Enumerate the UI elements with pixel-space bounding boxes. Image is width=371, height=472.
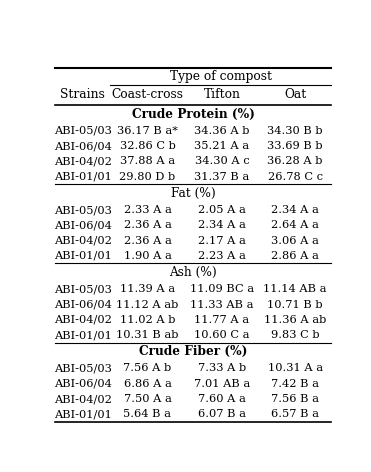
Text: 6.57 B a: 6.57 B a [271,409,319,419]
Text: 32.86 C b: 32.86 C b [119,141,175,151]
Text: 5.64 B a: 5.64 B a [124,409,171,419]
Text: 11.36 A ab: 11.36 A ab [264,315,326,325]
Text: 6.07 B a: 6.07 B a [198,409,246,419]
Text: ABI-01/01: ABI-01/01 [54,409,112,419]
Text: 11.12 A ab: 11.12 A ab [116,300,179,310]
Text: ABI-04/02: ABI-04/02 [54,236,112,245]
Text: 37.88 A a: 37.88 A a [120,156,175,166]
Text: 2.17 A a: 2.17 A a [198,236,246,245]
Text: 11.09 BC a: 11.09 BC a [190,284,254,294]
Text: 36.17 B a*: 36.17 B a* [117,126,178,136]
Text: ABI-01/01: ABI-01/01 [54,330,112,340]
Text: 31.37 B a: 31.37 B a [194,172,250,182]
Text: 33.69 B b: 33.69 B b [267,141,323,151]
Text: ABI-06/04: ABI-06/04 [54,220,112,230]
Text: ABI-04/02: ABI-04/02 [54,394,112,404]
Text: 7.33 A b: 7.33 A b [198,363,246,373]
Text: ABI-06/04: ABI-06/04 [54,300,112,310]
Text: 29.80 D b: 29.80 D b [119,172,175,182]
Text: Ash (%): Ash (%) [169,266,217,279]
Text: 34.30 A c: 34.30 A c [195,156,249,166]
Text: ABI-05/03: ABI-05/03 [54,126,112,136]
Text: 11.77 A a: 11.77 A a [194,315,250,325]
Text: 9.83 C b: 9.83 C b [271,330,319,340]
Text: Crude Protein (%): Crude Protein (%) [132,108,255,120]
Text: 34.30 B b: 34.30 B b [267,126,323,136]
Text: ABI-05/03: ABI-05/03 [54,363,112,373]
Text: 7.50 A a: 7.50 A a [124,394,171,404]
Text: 10.31 A a: 10.31 A a [267,363,323,373]
Text: 2.34 A a: 2.34 A a [271,205,319,215]
Text: 10.31 B ab: 10.31 B ab [116,330,179,340]
Text: ABI-04/02: ABI-04/02 [54,156,112,166]
Text: 1.90 A a: 1.90 A a [124,251,171,261]
Text: 11.14 AB a: 11.14 AB a [263,284,327,294]
Text: 7.56 B a: 7.56 B a [271,394,319,404]
Text: 26.78 C c: 26.78 C c [267,172,323,182]
Text: 2.34 A a: 2.34 A a [198,220,246,230]
Text: ABI-05/03: ABI-05/03 [54,205,112,215]
Text: 6.86 A a: 6.86 A a [124,379,171,389]
Text: Tifton: Tifton [204,88,240,101]
Text: ABI-05/03: ABI-05/03 [54,284,112,294]
Text: 10.71 B b: 10.71 B b [267,300,323,310]
Text: Oat: Oat [284,88,306,101]
Text: ABI-04/02: ABI-04/02 [54,315,112,325]
Text: Crude Fiber (%): Crude Fiber (%) [139,345,247,358]
Text: 34.36 A b: 34.36 A b [194,126,250,136]
Text: Strains: Strains [60,88,105,101]
Text: 2.64 A a: 2.64 A a [271,220,319,230]
Text: 11.39 A a: 11.39 A a [120,284,175,294]
Text: ABI-01/01: ABI-01/01 [54,172,112,182]
Text: 11.02 A b: 11.02 A b [120,315,175,325]
Text: ABI-06/04: ABI-06/04 [54,379,112,389]
Text: ABI-06/04: ABI-06/04 [54,141,112,151]
Text: 7.56 A b: 7.56 A b [123,363,172,373]
Text: 7.60 A a: 7.60 A a [198,394,246,404]
Text: 7.01 AB a: 7.01 AB a [194,379,250,389]
Text: 11.33 AB a: 11.33 AB a [190,300,254,310]
Text: 2.86 A a: 2.86 A a [271,251,319,261]
Text: 2.23 A a: 2.23 A a [198,251,246,261]
Text: 3.06 A a: 3.06 A a [271,236,319,245]
Text: 7.42 B a: 7.42 B a [271,379,319,389]
Text: Coast-cross: Coast-cross [111,88,184,101]
Text: 2.33 A a: 2.33 A a [124,205,171,215]
Text: Type of compost: Type of compost [170,70,272,83]
Text: 35.21 A a: 35.21 A a [194,141,250,151]
Text: 10.60 C a: 10.60 C a [194,330,250,340]
Text: 2.36 A a: 2.36 A a [124,220,171,230]
Text: ABI-01/01: ABI-01/01 [54,251,112,261]
Text: 2.05 A a: 2.05 A a [198,205,246,215]
Text: 2.36 A a: 2.36 A a [124,236,171,245]
Text: 36.28 A b: 36.28 A b [267,156,323,166]
Text: Fat (%): Fat (%) [171,187,216,200]
